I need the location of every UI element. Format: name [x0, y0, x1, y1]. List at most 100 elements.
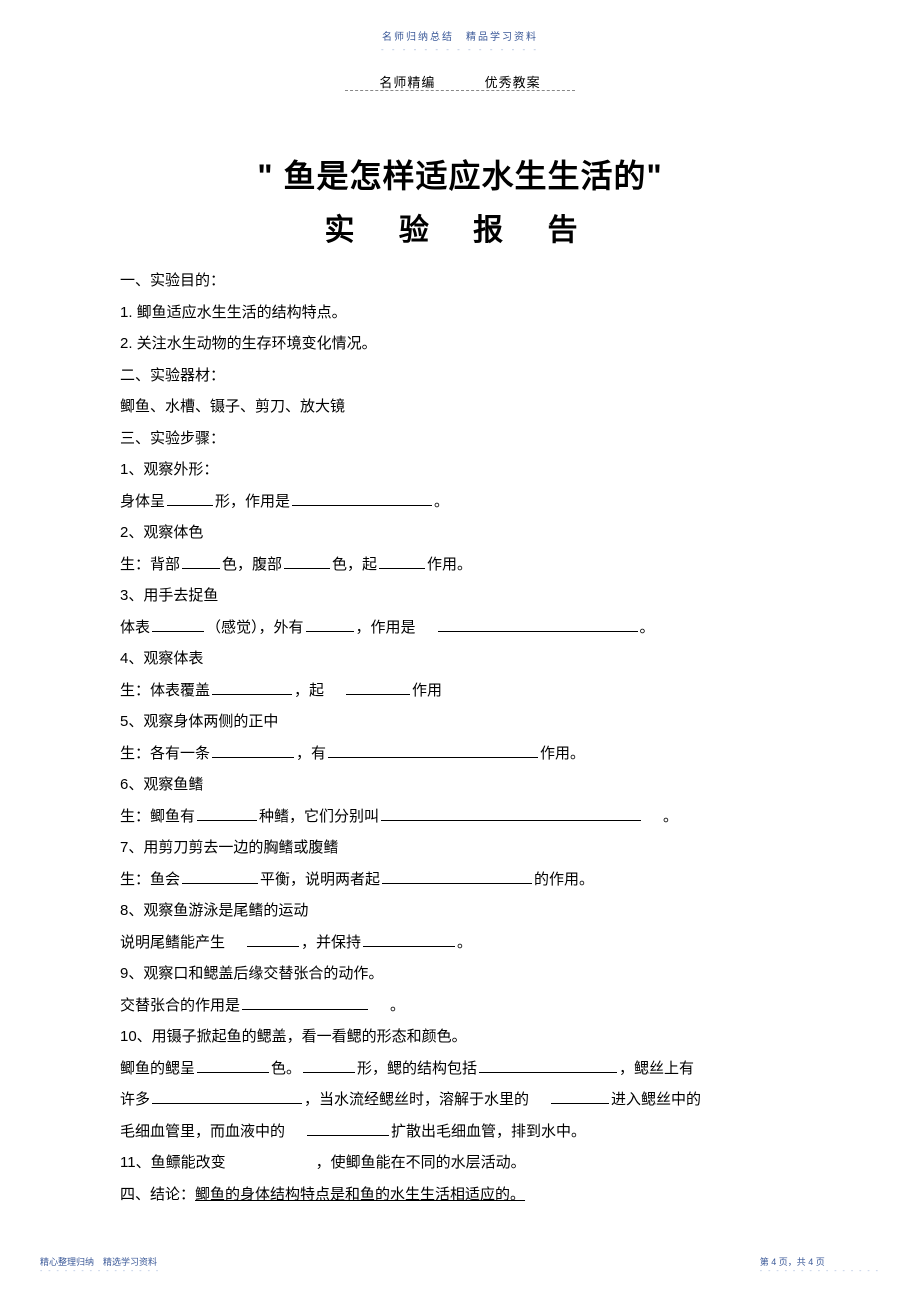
t: ，并保持 — [301, 934, 361, 951]
footer-right-text: 第 4 页，共 4 页 — [760, 1257, 825, 1267]
blank — [167, 489, 213, 506]
t: 种鳍，它们分别叫 — [259, 808, 379, 825]
t: ，有 — [296, 745, 326, 762]
section-1-heading: 一、实验目的： — [120, 265, 800, 297]
t: 进入鳃丝中的 — [611, 1091, 701, 1108]
blank — [381, 804, 641, 821]
blank — [152, 615, 204, 632]
blank — [212, 741, 294, 758]
t: ，鳃丝上有 — [619, 1060, 694, 1077]
t: 色，腹部 — [222, 556, 282, 573]
blank — [197, 804, 257, 821]
t: 扩散出毛细血管，排到水中。 — [391, 1123, 586, 1140]
blank — [551, 1088, 609, 1105]
t: 四、结论： — [120, 1186, 195, 1203]
blank — [382, 867, 532, 884]
t: 说明尾鳍能产生 — [120, 934, 225, 951]
step-6-body: 生：鲫鱼有 种鳍，它们分别叫 。 — [120, 801, 800, 833]
t: 形，作用是 — [215, 493, 290, 510]
step-5-body: 生：各有一条，有作用。 — [120, 738, 800, 770]
t: 许多 — [120, 1091, 150, 1108]
blank — [346, 678, 410, 695]
main-title: " 鱼是怎样适应水生生活的" — [0, 151, 920, 197]
t: 的作用。 — [534, 871, 594, 888]
t: 。 — [640, 619, 655, 636]
step-10: 10、用镊子掀起鱼的鳃盖，看一看鳃的形态和颜色。 — [120, 1021, 800, 1053]
footer-dots: - - - - - - - - - - - - - - - — [760, 1268, 880, 1275]
step-3-body: 体表 （感觉），外有 ，作用是 。 — [120, 612, 800, 644]
step-10-body-3: 毛细血管里，而血液中的 扩散出毛细血管，排到水中。 — [120, 1116, 800, 1148]
t: 生：各有一条 — [120, 745, 210, 762]
blank — [212, 678, 292, 695]
blank — [182, 552, 220, 569]
step-7: 7、用剪刀剪去一边的胸鳍或腹鳍 — [120, 832, 800, 864]
footer-right: 第 4 页，共 4 页 - - - - - - - - - - - - - - … — [760, 1255, 880, 1275]
t: 形，鳃的结构包括 — [357, 1060, 477, 1077]
s2-item-1: 鲫鱼、水槽、镊子、剪刀、放大镜 — [120, 391, 800, 423]
content: 一、实验目的： 1. 鲫鱼适应水生生活的结构特点。 2. 关注水生动物的生存环境… — [120, 265, 800, 1210]
blank — [247, 930, 299, 947]
t: 作用。 — [427, 556, 472, 573]
step-8-body: 说明尾鳍能产生 ，并保持 。 — [120, 927, 800, 959]
t: 色，起 — [332, 556, 377, 573]
sub-header: 名师精编 优秀教案 — [0, 72, 920, 91]
blank — [379, 552, 425, 569]
t: 。 — [457, 934, 472, 951]
t: ，当水流经鳃丝时，溶解于水里的 — [304, 1091, 529, 1108]
step-3: 3、用手去捉鱼 — [120, 580, 800, 612]
step-11: 11、鱼鳔能改变 ，使鲫鱼能在不同的水层活动。 — [120, 1147, 800, 1179]
step-1: 1、观察外形： — [120, 454, 800, 486]
step-8: 8、观察鱼游泳是尾鳍的运动 — [120, 895, 800, 927]
t: 生：背部 — [120, 556, 180, 573]
sub-header-left: 名师精编 — [379, 75, 435, 90]
t: ，作用是 — [356, 619, 416, 636]
step-9: 9、观察口和鳃盖后缘交替张合的动作。 — [120, 958, 800, 990]
blank — [307, 1119, 389, 1136]
t: 作用 — [412, 682, 442, 699]
step-10-body-1: 鲫鱼的鳃呈 色。 形，鳃的结构包括 ，鳃丝上有 — [120, 1053, 800, 1085]
blank — [182, 867, 258, 884]
t: 。 — [663, 808, 678, 825]
t: 生：鲫鱼有 — [120, 808, 195, 825]
step-7-body: 生：鱼会 平衡，说明两者起 的作用。 — [120, 864, 800, 896]
t: 身体呈 — [120, 493, 165, 510]
footer-dots: - - - - - - - - - - - - - - - — [40, 1268, 160, 1275]
footer-left-text: 精心整理归纳 精选学习资料 — [40, 1257, 157, 1267]
blank — [303, 1056, 355, 1073]
blank — [363, 930, 455, 947]
t: ，使鲫鱼能在不同的水层活动。 — [316, 1154, 526, 1171]
section-3-heading: 三、实验步骤： — [120, 423, 800, 455]
step-6: 6、观察鱼鳍 — [120, 769, 800, 801]
blank — [242, 993, 368, 1010]
blank — [438, 615, 638, 632]
step-9-body: 交替张合的作用是。 — [120, 990, 800, 1022]
blank — [306, 615, 354, 632]
t: 交替张合的作用是 — [120, 997, 240, 1014]
step-4: 4、观察体表 — [120, 643, 800, 675]
t: （感觉），外有 — [206, 619, 304, 636]
s1-item-2: 2. 关注水生动物的生存环境变化情况。 — [120, 328, 800, 360]
conclusion-text: 鲫鱼的身体结构特点是和鱼的水生生活相适应的。 — [195, 1186, 525, 1203]
s1-item-1: 1. 鲫鱼适应水生生活的结构特点。 — [120, 297, 800, 329]
t: 生：鱼会 — [120, 871, 180, 888]
step-4-body: 生：体表覆盖 ，起 作用 — [120, 675, 800, 707]
step-5: 5、观察身体两侧的正中 — [120, 706, 800, 738]
section-4: 四、结论：鲫鱼的身体结构特点是和鱼的水生生活相适应的。 — [120, 1179, 800, 1211]
blank — [479, 1056, 617, 1073]
t: 平衡，说明两者起 — [260, 871, 380, 888]
sub-header-right: 优秀教案 — [485, 75, 541, 90]
t: 毛细血管里，而血液中的 — [120, 1123, 285, 1140]
blank — [284, 552, 330, 569]
sub-title: 实 验 报 告 — [0, 205, 920, 249]
blank — [152, 1088, 302, 1105]
t: ，起 — [294, 682, 324, 699]
top-header: 名师归纳总结 精品学习资料 — [0, 0, 920, 43]
blank — [292, 489, 432, 506]
t: 体表 — [120, 619, 150, 636]
step-10-body-2: 许多 ，当水流经鳃丝时，溶解于水里的 进入鳃丝中的 — [120, 1084, 800, 1116]
blank — [328, 741, 538, 758]
t: 鲫鱼的鳃呈 — [120, 1060, 195, 1077]
t: 色。 — [271, 1060, 301, 1077]
t: 生：体表覆盖 — [120, 682, 210, 699]
t: 11、鱼鳔能改变 — [120, 1154, 226, 1171]
